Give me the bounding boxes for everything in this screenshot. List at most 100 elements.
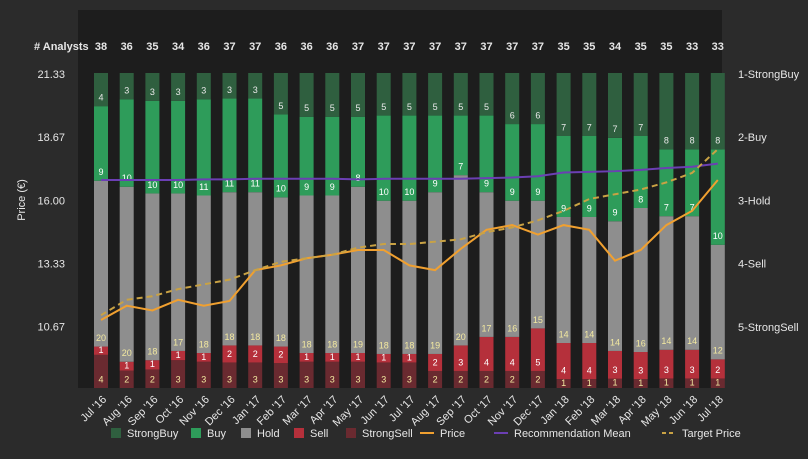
bar-segment [428, 115, 443, 193]
bar-label: 6 [535, 110, 540, 120]
bar-label: 2 [484, 374, 489, 384]
bar-label: 3 [227, 85, 232, 95]
series-line [100, 179, 719, 321]
bar-segment [299, 361, 314, 388]
bar-label: 3 [612, 365, 617, 375]
bar-segment [402, 353, 417, 363]
legend-swatch [191, 428, 201, 438]
bar-label: 19 [430, 340, 440, 350]
bar-segment [171, 100, 186, 194]
bar-label: 2 [510, 374, 515, 384]
analyst-count: 37 [532, 41, 544, 53]
bar-segment [94, 346, 108, 355]
bar-label: 10 [404, 187, 414, 197]
bar-segment [633, 352, 648, 379]
bar-segment [248, 345, 263, 363]
bar-label: 20 [96, 333, 106, 343]
bar-label: 20 [456, 332, 466, 342]
bar-segment [633, 73, 648, 136]
bar-label: 1 [664, 378, 669, 388]
bar-label: 1 [330, 352, 335, 362]
bar-label: 19 [353, 339, 363, 349]
analyst-count: 37 [480, 41, 492, 53]
bar-label: 4 [561, 365, 566, 375]
bar-label: 4 [484, 357, 489, 367]
bar-segment [273, 346, 288, 364]
bar-label: 8 [715, 136, 720, 146]
bar-segment [299, 353, 314, 362]
bar-label: 3 [330, 374, 335, 384]
bar-label: 8 [664, 136, 669, 146]
bar-label: 1 [561, 378, 566, 388]
bar-segment [351, 353, 365, 362]
bar-segment [453, 115, 468, 176]
analyst-count: 37 [378, 41, 390, 53]
bar-label: 14 [584, 329, 594, 339]
bar-segment [248, 73, 263, 99]
bar-segment [325, 361, 340, 388]
bar-label: 1 [304, 352, 309, 362]
bar-label: 2 [253, 349, 258, 359]
y2-tick-label: 1-StrongBuy [738, 69, 800, 81]
bar-segment [453, 345, 468, 371]
series-line [101, 162, 718, 182]
bar-label: 14 [559, 329, 569, 339]
bar-segment [325, 195, 340, 353]
bar-label: 2 [227, 349, 232, 359]
bar-segment [505, 336, 520, 371]
analyst-count: 34 [172, 41, 185, 53]
bar-label: 1 [638, 378, 643, 388]
bar-segment [94, 354, 108, 388]
bar-label: 10 [122, 173, 132, 183]
bar-label: 4 [98, 374, 103, 384]
bar-label: 3 [458, 357, 463, 367]
bar-segment [222, 98, 237, 193]
bar-label: 9 [484, 179, 489, 189]
bar-label: 3 [176, 374, 181, 384]
bar-label: 7 [587, 122, 592, 132]
y-tick-label: 16.00 [37, 195, 65, 207]
bar-label: 10 [379, 187, 389, 197]
bar-label: 3 [150, 87, 155, 97]
bar-label: 9 [330, 182, 335, 192]
bar-label: 12 [713, 346, 723, 356]
bar-segment [171, 360, 186, 388]
analyst-count: 35 [557, 41, 569, 53]
bar-label: 11 [251, 179, 260, 189]
bar-label: 5 [458, 102, 463, 112]
legend-label: Target Price [682, 428, 741, 440]
y2-tick-label: 3-Hold [738, 195, 770, 207]
bar-segment [659, 349, 674, 379]
bar-segment [685, 216, 700, 350]
analyst-count: 33 [686, 41, 698, 53]
bar-segment [351, 361, 365, 388]
bar-label: 3 [201, 86, 206, 96]
legend-swatch [346, 428, 356, 438]
y-axis-title: Price (€) [16, 179, 28, 221]
bar-label: 2 [535, 374, 540, 384]
bar-segment [710, 149, 725, 245]
bar-label: 2 [124, 374, 129, 384]
bar-segment [556, 73, 571, 136]
bar-label: 2 [458, 374, 463, 384]
bar-segment [582, 379, 597, 388]
bar-label: 3 [407, 374, 412, 384]
bar-label: 5 [355, 103, 360, 113]
bar-label: 6 [510, 110, 515, 120]
bar-label: 1 [355, 352, 360, 362]
bar-label: 3 [664, 365, 669, 375]
y2-tick-label: 4-Sell [738, 259, 766, 271]
bar-segment [351, 116, 365, 187]
bar-segment [145, 193, 160, 361]
bar-label: 3 [176, 87, 181, 97]
bar-segment [222, 192, 237, 346]
bar-segment [325, 116, 340, 196]
bar-segment [145, 369, 160, 388]
y-tick-label: 21.33 [37, 69, 65, 81]
bar-label: 10 [173, 180, 183, 190]
bar-segment [376, 200, 391, 354]
bar-label: 3 [638, 365, 643, 375]
bar-label: 4 [587, 365, 592, 375]
bar-label: 3 [278, 374, 283, 384]
bar-label: 1 [201, 352, 206, 362]
